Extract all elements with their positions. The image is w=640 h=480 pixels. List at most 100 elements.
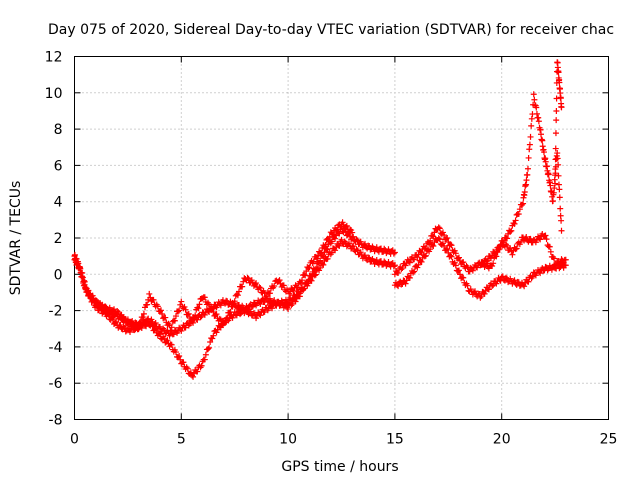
- data-marker: [148, 320, 155, 327]
- data-marker: [490, 260, 497, 267]
- data-marker: [139, 314, 146, 321]
- data-marker: [171, 317, 178, 324]
- data-marker: [421, 253, 428, 260]
- data-marker: [357, 238, 364, 245]
- data-marker: [464, 282, 471, 289]
- y-tick-label: -8: [49, 413, 63, 429]
- data-marker: [117, 321, 124, 328]
- data-marker: [350, 243, 357, 250]
- data-marker: [201, 311, 208, 318]
- data-marker: [206, 344, 213, 351]
- data-marker: [226, 309, 233, 316]
- data-marker: [271, 283, 278, 290]
- chart-title: Day 075 of 2020, Sidereal Day-to-day VTE…: [48, 22, 614, 38]
- data-marker: [406, 259, 413, 266]
- data-marker: [406, 274, 413, 281]
- data-marker: [439, 240, 446, 247]
- data-marker: [224, 314, 231, 321]
- data-marker: [552, 145, 559, 152]
- data-marker: [235, 288, 242, 295]
- y-tick-label: -2: [49, 304, 63, 320]
- data-marker: [91, 298, 98, 305]
- data-marker: [223, 319, 230, 326]
- data-marker: [515, 211, 522, 218]
- data-marker: [202, 351, 209, 358]
- x-tick-label: 15: [386, 432, 404, 448]
- x-tick-labels: 0 5 10 15 20 25: [70, 432, 617, 448]
- data-marker: [292, 294, 299, 301]
- data-marker: [530, 91, 537, 98]
- data-marker: [217, 302, 224, 309]
- data-marker: [306, 264, 313, 271]
- data-marker: [332, 235, 339, 242]
- series-track-g: [552, 59, 565, 187]
- data-marker: [303, 268, 310, 275]
- data-marker: [460, 274, 467, 281]
- data-marker: [509, 251, 516, 258]
- data-marker: [455, 254, 462, 261]
- data-marker: [168, 324, 175, 331]
- data-marker: [194, 304, 201, 311]
- data-marker: [553, 117, 560, 124]
- data-marker: [137, 318, 144, 325]
- data-marker: [531, 96, 538, 103]
- data-marker: [535, 114, 542, 121]
- data-marker: [273, 302, 280, 309]
- data-marker: [558, 104, 565, 111]
- data-marker: [195, 305, 202, 312]
- data-marker: [527, 133, 534, 140]
- data-marker: [261, 308, 268, 315]
- y-tick-label: 0: [54, 267, 63, 283]
- data-marker: [441, 242, 448, 249]
- data-marker: [435, 224, 442, 231]
- data-marker: [427, 237, 434, 244]
- x-axis-label: GPS time / hours: [281, 459, 398, 475]
- data-marker: [448, 253, 455, 260]
- data-marker: [391, 249, 398, 256]
- data-marker: [213, 329, 220, 336]
- data-marker: [318, 249, 325, 256]
- data-marker: [557, 205, 564, 212]
- data-marker: [508, 227, 515, 234]
- data-marker: [329, 231, 336, 238]
- data-marker: [399, 265, 406, 272]
- data-marker: [385, 246, 392, 253]
- data-marker: [77, 265, 84, 272]
- data-marker: [109, 317, 116, 324]
- data-marker: [452, 250, 459, 257]
- data-marker: [354, 247, 361, 254]
- data-marker: [507, 228, 514, 235]
- data-marker: [500, 239, 507, 246]
- data-marker: [156, 323, 163, 330]
- data-marker: [547, 248, 554, 255]
- data-marker: [205, 346, 211, 353]
- data-marker: [288, 297, 295, 304]
- data-marker: [332, 247, 339, 254]
- data-marker: [525, 278, 532, 285]
- data-marker: [225, 301, 232, 308]
- data-marker: [245, 275, 252, 282]
- data-marker: [201, 356, 208, 363]
- axis-ticks: [74, 56, 609, 420]
- x-tick-label: 10: [279, 432, 297, 448]
- data-marker: [535, 118, 542, 125]
- data-marker: [301, 285, 308, 292]
- data-marker: [209, 305, 216, 312]
- data-marker: [436, 236, 443, 243]
- data-marker: [217, 316, 224, 323]
- data-marker: [418, 249, 425, 256]
- data-marker: [427, 246, 434, 253]
- data-marker: [99, 301, 106, 308]
- data-marker: [145, 319, 152, 326]
- data-marker: [414, 264, 421, 271]
- data-marker: [495, 246, 502, 253]
- y-tick-label: 8: [54, 122, 63, 138]
- data-marker: [227, 308, 234, 315]
- x-tick-label: 25: [600, 432, 618, 448]
- data-marker: [444, 235, 451, 242]
- data-marker: [395, 270, 402, 277]
- data-marker: [452, 262, 459, 269]
- data-marker: [120, 323, 127, 330]
- data-marker: [198, 362, 205, 369]
- data-marker: [290, 287, 297, 294]
